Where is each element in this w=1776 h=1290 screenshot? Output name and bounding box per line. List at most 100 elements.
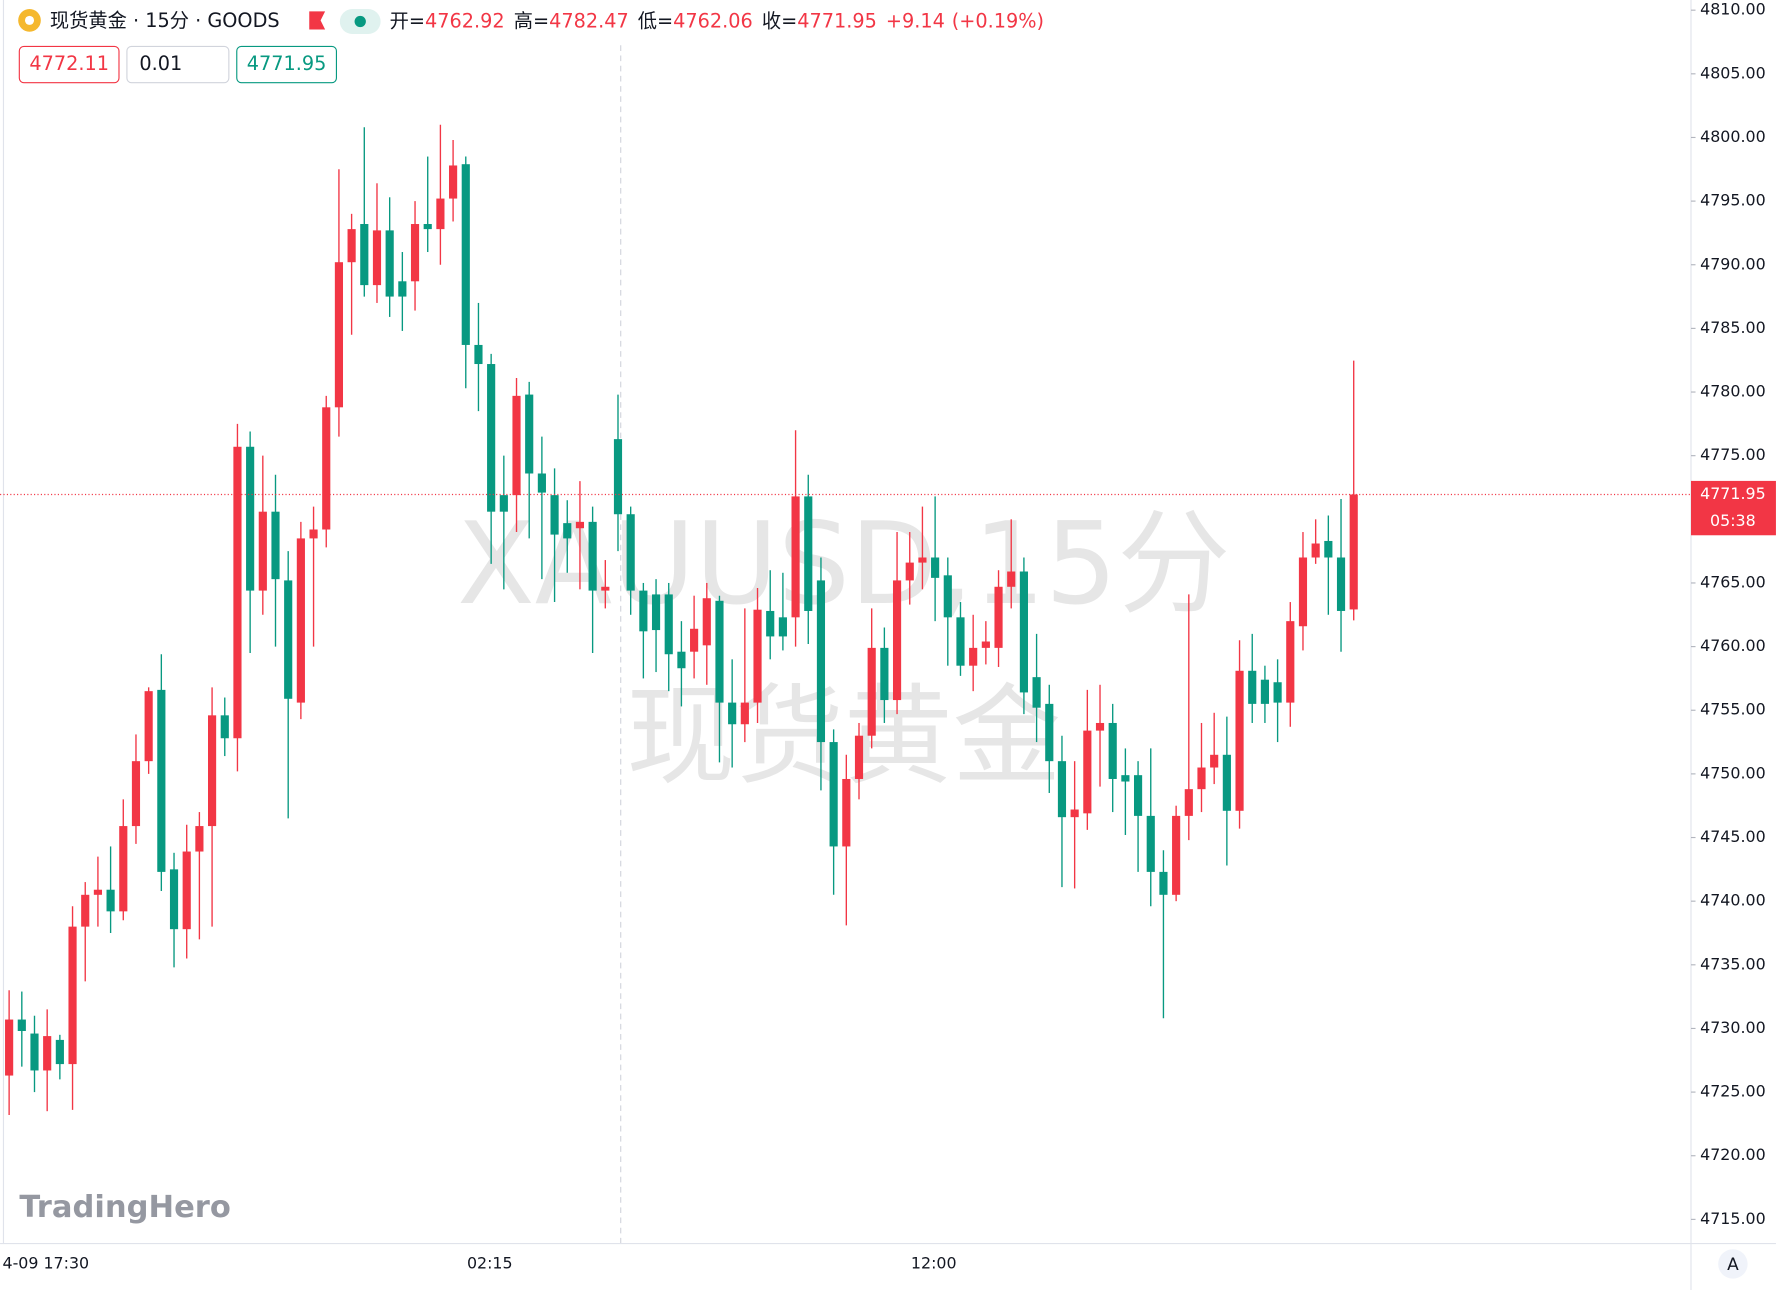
x-tick-label: 4-09 17:30: [2, 1253, 89, 1272]
symbol-title[interactable]: 现货黄金 · 15分 · GOODS: [50, 9, 280, 32]
candle-body: [766, 610, 775, 637]
candle-body: [157, 689, 166, 872]
candle-body: [347, 229, 356, 263]
y-tick-label: 4785.00: [1700, 318, 1766, 337]
y-tick-label: 4740.00: [1700, 891, 1766, 910]
auto-scale-label[interactable]: A: [1727, 1255, 1739, 1275]
candle-body: [258, 511, 267, 591]
ohlc-label: 低=: [638, 9, 673, 32]
candle-body: [334, 262, 344, 408]
y-tick-label: 4765.00: [1700, 572, 1766, 591]
countdown: 05:38: [1710, 511, 1756, 530]
candle-body: [918, 557, 927, 563]
candle-body: [131, 761, 141, 827]
candle-body: [550, 495, 559, 535]
change: +9.14: [886, 9, 945, 32]
candle-body: [436, 198, 445, 230]
candle-body: [220, 715, 229, 739]
candle-body: [410, 224, 420, 282]
candle-body: [626, 514, 635, 591]
candle-body: [905, 562, 914, 581]
candle-body: [474, 344, 483, 365]
candle-body: [842, 778, 851, 847]
candle-body: [1108, 722, 1117, 779]
candle-body: [1311, 543, 1320, 558]
candle-body: [1260, 679, 1269, 704]
candle-body: [778, 617, 787, 637]
candle-body: [1197, 767, 1206, 790]
candle-body: [1349, 494, 1358, 610]
candle-body: [829, 742, 838, 847]
candle-body: [1032, 677, 1041, 708]
ohlc-value: 4762.06: [673, 9, 753, 32]
candle-body: [385, 230, 394, 297]
x-tick-label: 02:15: [467, 1253, 513, 1272]
status-dot: [354, 15, 366, 28]
x-tick-label: 12:00: [911, 1253, 957, 1272]
candle-body: [664, 594, 673, 655]
candle-body: [284, 580, 293, 699]
candle-body: [499, 495, 508, 512]
candle-body: [30, 1033, 39, 1071]
candle-body: [613, 439, 623, 515]
flag-icon: [309, 11, 326, 30]
candle-body: [1324, 540, 1333, 558]
candle-body: [182, 851, 191, 930]
candle-body: [715, 600, 724, 703]
candle-body: [423, 224, 432, 230]
candle-body: [43, 1036, 52, 1071]
last-price-box: [1690, 480, 1776, 536]
spread-box[interactable]: [126, 45, 230, 84]
candle-body: [1336, 557, 1346, 611]
candle-body: [1184, 789, 1193, 816]
candle-body: [360, 224, 369, 286]
watermark-name: 现货黄金: [626, 673, 1061, 800]
spread: 0.01: [139, 52, 182, 75]
candle-body: [55, 1039, 64, 1065]
change-pct: (+0.19%): [952, 9, 1044, 32]
candle-body: [322, 407, 331, 530]
buy-box[interactable]: [236, 45, 338, 84]
y-tick-label: 4775.00: [1700, 445, 1766, 464]
candle-body: [690, 628, 699, 652]
candle-body: [1172, 815, 1181, 895]
logo: TradingHero: [19, 1190, 231, 1225]
candle-body: [867, 647, 876, 736]
candle-body: [1133, 775, 1143, 816]
symbol-icon-dot: [24, 15, 35, 25]
y-tick-label: 4715.00: [1700, 1209, 1766, 1228]
ohlc-label: 高=: [514, 9, 549, 32]
candle-body: [956, 617, 965, 666]
y-tick-label: 4800.00: [1700, 127, 1766, 146]
candle-body: [1248, 670, 1257, 704]
candle-body: [372, 230, 382, 286]
y-tick-label: 4780.00: [1700, 382, 1766, 401]
candle-body: [449, 165, 458, 199]
candle-body: [575, 521, 585, 529]
candle-body: [195, 826, 204, 852]
candle-body: [740, 702, 749, 725]
y-tick-label: 4805.00: [1700, 63, 1766, 82]
candle-body: [1070, 809, 1079, 818]
candle-body: [1045, 703, 1054, 762]
candle-body: [169, 869, 179, 930]
candle-body: [271, 511, 280, 580]
candle-body: [601, 586, 610, 591]
candle-body: [1121, 775, 1130, 782]
candle-body: [296, 538, 305, 703]
ohlc-value: 4762.92: [425, 9, 505, 32]
y-tick-label: 4810.00: [1700, 0, 1766, 19]
candle-body: [563, 523, 572, 539]
candle-body: [1210, 754, 1219, 768]
y-tick-label: 4755.00: [1700, 700, 1766, 719]
candle-body: [246, 446, 255, 591]
auto-scale-button[interactable]: [1718, 1249, 1748, 1279]
sell-box[interactable]: [18, 45, 120, 84]
candle-body: [1235, 670, 1244, 811]
candle-body: [1159, 871, 1168, 895]
candle-body: [588, 521, 597, 591]
candle-body: [702, 598, 711, 646]
candle-body: [208, 715, 217, 827]
